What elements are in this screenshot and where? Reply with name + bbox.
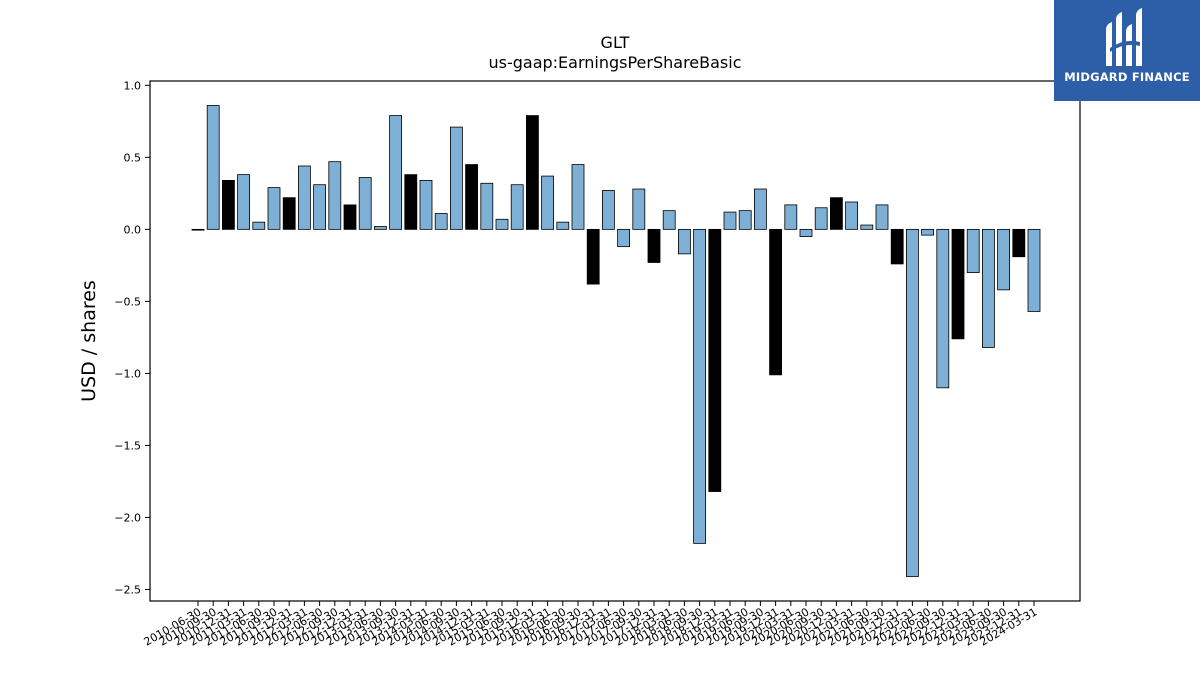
y-axis: 1.0 0.5 0.0 −0.5 −1.0 −1.5 −2.0 −2.5 — [114, 79, 150, 596]
plot-frame — [149, 80, 1081, 602]
bar-2022-06-30 — [921, 228, 934, 236]
bar-2010-06-30 — [191, 228, 205, 231]
bar-2019-03-31 — [723, 211, 737, 230]
bar-2022-03-31 — [906, 228, 919, 577]
brand-logo: MIDGARD FINANCE — [1054, 0, 1200, 101]
bar-2016-03-31 — [541, 175, 554, 230]
y-tick-label: −2.5 — [114, 583, 141, 596]
bar-2011-06-30 — [252, 221, 266, 230]
bar-2011-03-31 — [237, 174, 251, 230]
bar-2020-06-30 — [799, 228, 813, 237]
bar-2016-06-30 — [556, 221, 570, 230]
bar-2014-06-30 — [434, 213, 448, 230]
y-axis-label: USD / shares — [78, 280, 100, 402]
bar-2018-12-31 — [708, 228, 722, 492]
bar-2010-12-31 — [221, 179, 235, 230]
bar-2010-09-30 — [206, 105, 220, 230]
bar-2017-03-31 — [602, 190, 615, 230]
bar-2022-12-31 — [951, 228, 965, 340]
bar-2023-12-31 — [1012, 228, 1026, 258]
bar-2020-09-30 — [814, 207, 828, 230]
bar-2021-03-31 — [845, 201, 858, 230]
bar-2011-12-31 — [282, 197, 296, 230]
bar-2021-06-30 — [860, 224, 874, 230]
bar-2015-03-31 — [480, 182, 494, 230]
y-tick-label: 0.0 — [124, 223, 142, 236]
y-tick-label: −1.5 — [114, 439, 141, 452]
bar-2023-09-30 — [997, 228, 1010, 291]
bar-2015-09-30 — [510, 184, 524, 230]
bar-2018-06-30 — [678, 228, 691, 255]
bar-2012-03-31 — [297, 165, 311, 230]
bar-2016-12-31 — [586, 228, 600, 285]
bar-2012-12-31 — [343, 204, 357, 230]
bar-2017-09-30 — [632, 188, 646, 230]
bar-2017-12-31 — [647, 228, 661, 263]
bar-2015-12-31 — [526, 115, 539, 230]
bar-2012-09-30 — [328, 161, 342, 230]
bar-2020-12-31 — [830, 197, 843, 230]
bar-2020-03-31 — [784, 204, 798, 230]
bar-2016-09-30 — [571, 164, 585, 230]
bar-2015-06-30 — [495, 218, 509, 230]
chart-title: GLT — [601, 33, 630, 52]
bar-2023-03-31 — [966, 228, 980, 273]
bar-2013-09-30 — [389, 115, 403, 230]
bar-2011-09-30 — [267, 187, 281, 230]
bar-2012-06-30 — [313, 184, 327, 230]
bar-2014-03-31 — [419, 179, 433, 230]
bar-2018-09-30 — [693, 228, 706, 544]
bar-2023-06-30 — [982, 228, 995, 348]
bars-group — [191, 105, 1041, 577]
bar-2014-12-31 — [465, 164, 479, 230]
bar-2022-09-30 — [936, 228, 950, 389]
bar-2024-03-31 — [1027, 228, 1041, 312]
bar-2013-03-31 — [358, 177, 372, 230]
bar-2021-09-30 — [875, 204, 889, 230]
bar-2017-06-30 — [617, 228, 630, 248]
midgard-logo-icon — [1106, 8, 1142, 66]
y-tick-label: 0.5 — [124, 151, 142, 164]
brand-name: MIDGARD FINANCE — [1064, 70, 1190, 84]
bar-2021-12-31 — [890, 228, 904, 265]
y-tick-label: −2.0 — [114, 511, 141, 524]
bar-2013-06-30 — [373, 226, 387, 230]
bar-2019-06-30 — [738, 210, 752, 230]
bar-2013-12-31 — [404, 174, 418, 230]
chart-subtitle: us-gaap:EarningsPerShareBasic — [488, 53, 741, 72]
bar-2018-03-31 — [662, 210, 676, 230]
x-axis: 2010-06-302010-09-302010-12-312011-03-31… — [142, 601, 1040, 649]
y-tick-label: −0.5 — [114, 295, 141, 308]
bar-2019-09-30 — [754, 188, 767, 230]
bar-2014-09-30 — [449, 126, 463, 230]
bar-2019-12-31 — [769, 228, 782, 376]
y-tick-label: −1.0 — [114, 367, 141, 380]
y-tick-label: 1.0 — [124, 79, 142, 92]
